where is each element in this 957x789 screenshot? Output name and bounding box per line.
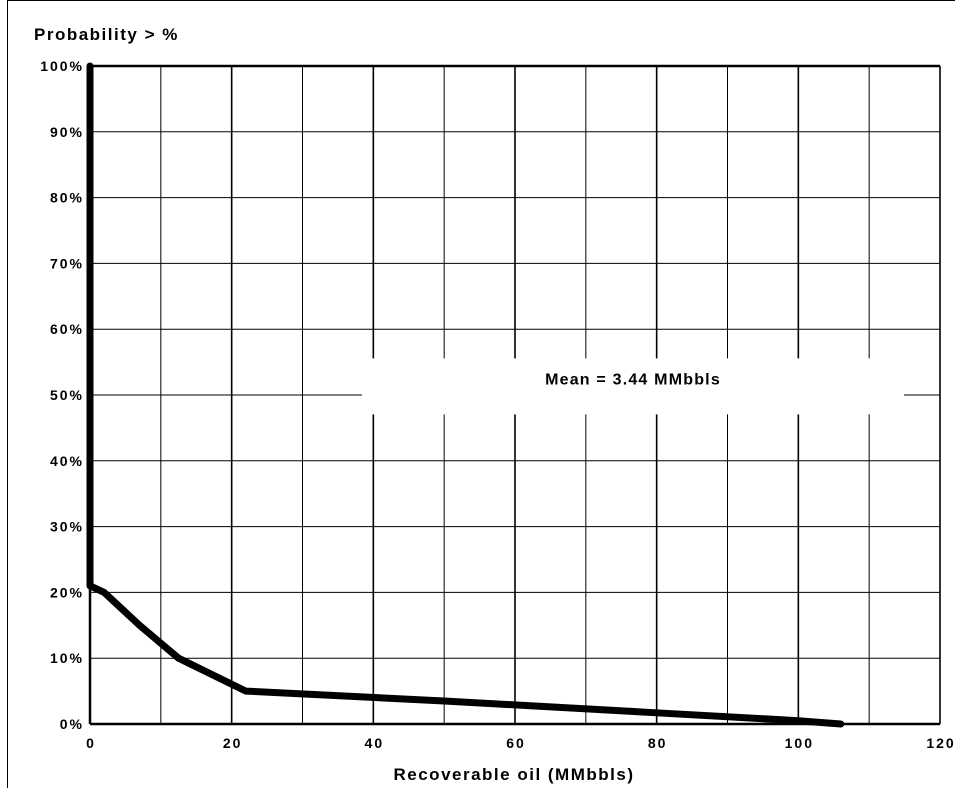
x-tick-label: 100 xyxy=(785,735,814,751)
series-line-0 xyxy=(86,62,845,728)
y-tick-label: 30% xyxy=(50,519,84,535)
mean-annotation: Mean = 3.44 MMbbls xyxy=(545,371,721,388)
annotation: Mean = 3.44 MMbbls xyxy=(362,358,904,415)
y-tick-label: 20% xyxy=(50,584,84,600)
x-tick-label: 0 xyxy=(86,735,96,751)
annotation-background xyxy=(362,358,904,415)
x-tick-label: 80 xyxy=(648,735,668,751)
y-tick-labels: 0% 10% 20% 30% 40% 50% 60% 70% 80% 90% 100% xyxy=(40,58,84,732)
series xyxy=(86,62,845,728)
y-tick-label: 90% xyxy=(50,124,84,140)
y-tick-label: 60% xyxy=(50,321,84,337)
y-tick-label: 80% xyxy=(50,190,84,206)
y-tick-label: 0% xyxy=(60,716,84,732)
chart-frame xyxy=(7,0,955,788)
y-axis-title: Probability > % xyxy=(34,25,179,44)
x-tick-label: 120 xyxy=(926,735,955,751)
x-axis-title: Recoverable oil (MMbbls) xyxy=(394,765,635,784)
y-tick-label: 50% xyxy=(50,387,84,403)
y-tick-label: 10% xyxy=(50,650,84,666)
y-tick-label: 40% xyxy=(50,453,84,469)
y-tick-label: 70% xyxy=(50,255,84,271)
x-tick-label: 60 xyxy=(506,735,526,751)
x-tick-labels: 0 20 40 60 80 100 120 xyxy=(86,735,955,751)
x-tick-label: 40 xyxy=(365,735,385,751)
x-tick-label: 20 xyxy=(223,735,243,751)
y-tick-label: 100% xyxy=(40,58,84,74)
